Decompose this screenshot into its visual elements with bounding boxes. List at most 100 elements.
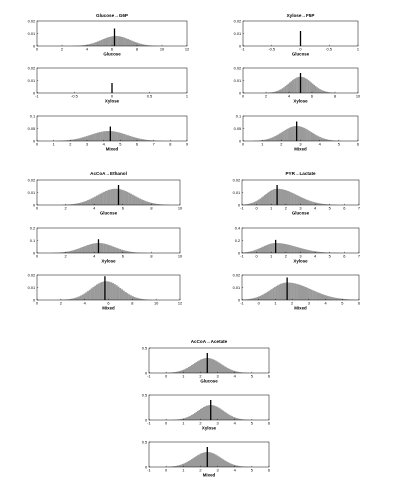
histogram-bar: [133, 195, 136, 205]
x-tick-label: 4: [314, 206, 317, 211]
histogram-bar: [237, 418, 240, 420]
histogram-bar: [290, 192, 292, 205]
histogram-bar: [207, 405, 210, 420]
histogram-bar: [297, 247, 300, 253]
histogram-bar: [127, 39, 130, 46]
histogram-bar: [303, 286, 306, 300]
histogram-bar: [258, 296, 260, 300]
x-tick-label: -0.5: [71, 94, 78, 99]
x-tick-label: 4: [319, 142, 322, 147]
y-tick-label: 0.05: [234, 126, 242, 131]
histogram-bar: [274, 286, 276, 300]
x-tick-label: -1: [147, 374, 150, 379]
x-tick-label: 4: [234, 468, 237, 473]
histogram-bar: [284, 282, 287, 300]
histogram-bar: [323, 252, 326, 253]
histogram-bar: [219, 408, 222, 420]
histogram-bar: [115, 285, 118, 300]
histogram-bar: [320, 293, 323, 300]
x-axis-label: Xylose: [293, 259, 308, 264]
histogram-bar: [244, 204, 247, 205]
histogram-bar: [323, 91, 326, 93]
histogram-bar: [195, 362, 198, 373]
histogram-bar: [291, 80, 294, 93]
histogram-bar: [85, 245, 88, 253]
x-tick-label: 3: [299, 142, 301, 147]
histogram-bar: [216, 455, 219, 467]
histogram-bar: [293, 283, 295, 300]
histogram-bar: [287, 282, 289, 300]
y-tick-label: 0.2: [235, 238, 240, 243]
x-tick-label: 1: [182, 421, 184, 426]
x-tick-label: 12: [185, 47, 189, 52]
x-tick-label: -1: [147, 421, 150, 426]
histogram-bar: [306, 129, 308, 141]
histogram-bar: [203, 407, 205, 420]
histogram-bar: [204, 406, 207, 420]
histogram-bar: [316, 135, 318, 141]
histogram-bar: [144, 200, 147, 205]
panel-title: AcCoA→Acetate: [191, 339, 228, 344]
histogram-bar: [103, 281, 106, 300]
histogram-bar: [110, 131, 113, 141]
x-tick-label: 2: [65, 254, 67, 259]
histogram-bar: [88, 199, 91, 205]
histogram-bar: [174, 372, 177, 373]
histogram-bar: [270, 92, 272, 93]
histogram-bar: [294, 126, 297, 141]
histogram-bar: [201, 358, 204, 373]
x-tick-label: 6: [358, 301, 360, 306]
x-tick-label: 0: [36, 47, 39, 52]
histogram-bar: [65, 251, 68, 253]
histogram-bar: [113, 247, 116, 253]
histogram-bar: [213, 453, 216, 467]
histogram-bar: [329, 296, 332, 300]
histogram-bar: [201, 452, 204, 467]
histogram-bar: [259, 247, 262, 253]
histogram-bar: [121, 289, 123, 300]
histogram-bar: [301, 127, 304, 141]
histogram-bar: [278, 284, 281, 300]
histogram-bar: [94, 196, 97, 205]
histogram-bar: [312, 250, 314, 253]
subplot-xylose: 0 2 4 6 8 10 0 0.01 0.02 Xylose: [234, 65, 361, 103]
histogram-bar: [240, 419, 243, 420]
x-axis-label: Glucose: [292, 211, 310, 216]
histogram-bar: [290, 81, 293, 93]
histogram-bar: [76, 297, 79, 300]
histogram-bar: [192, 414, 195, 420]
x-tick-label: 2: [69, 142, 71, 147]
histogram-bar: [284, 86, 287, 93]
histogram-bar: [274, 136, 277, 141]
histogram-bar: [200, 359, 202, 373]
axes-box: [148, 441, 270, 468]
histogram-bar: [237, 371, 240, 373]
histogram-bar: [81, 202, 84, 205]
histogram-bar: [204, 452, 207, 467]
histogram-bar: [243, 252, 246, 253]
histogram-bar: [318, 292, 320, 300]
histogram-bar: [85, 44, 88, 46]
histogram-bar: [97, 41, 100, 46]
histogram-bar: [90, 288, 93, 300]
histogram-bar: [304, 199, 307, 205]
histogram-bar: [312, 132, 314, 141]
histogram-bar: [95, 133, 98, 141]
histogram-bar: [319, 203, 322, 205]
histogram-bar: [306, 79, 308, 93]
histogram-bar: [316, 87, 318, 93]
subplot-glucose: 0 2 4 6 8 10 0 0.01 0.02 Glucose: [28, 177, 183, 215]
x-tick-label: 10: [154, 301, 159, 306]
histogram-bar: [129, 251, 132, 253]
histogram-bar: [112, 36, 115, 46]
histogram-bar: [195, 456, 198, 467]
y-tick-label: 0.5: [142, 345, 147, 350]
x-tick-label: -1: [240, 301, 243, 306]
histogram-bar: [102, 131, 105, 141]
histogram-bar: [131, 252, 134, 253]
histogram-bar: [125, 38, 128, 46]
histogram-bar: [216, 406, 219, 420]
panel-title: Xylose→F5P: [287, 13, 315, 18]
